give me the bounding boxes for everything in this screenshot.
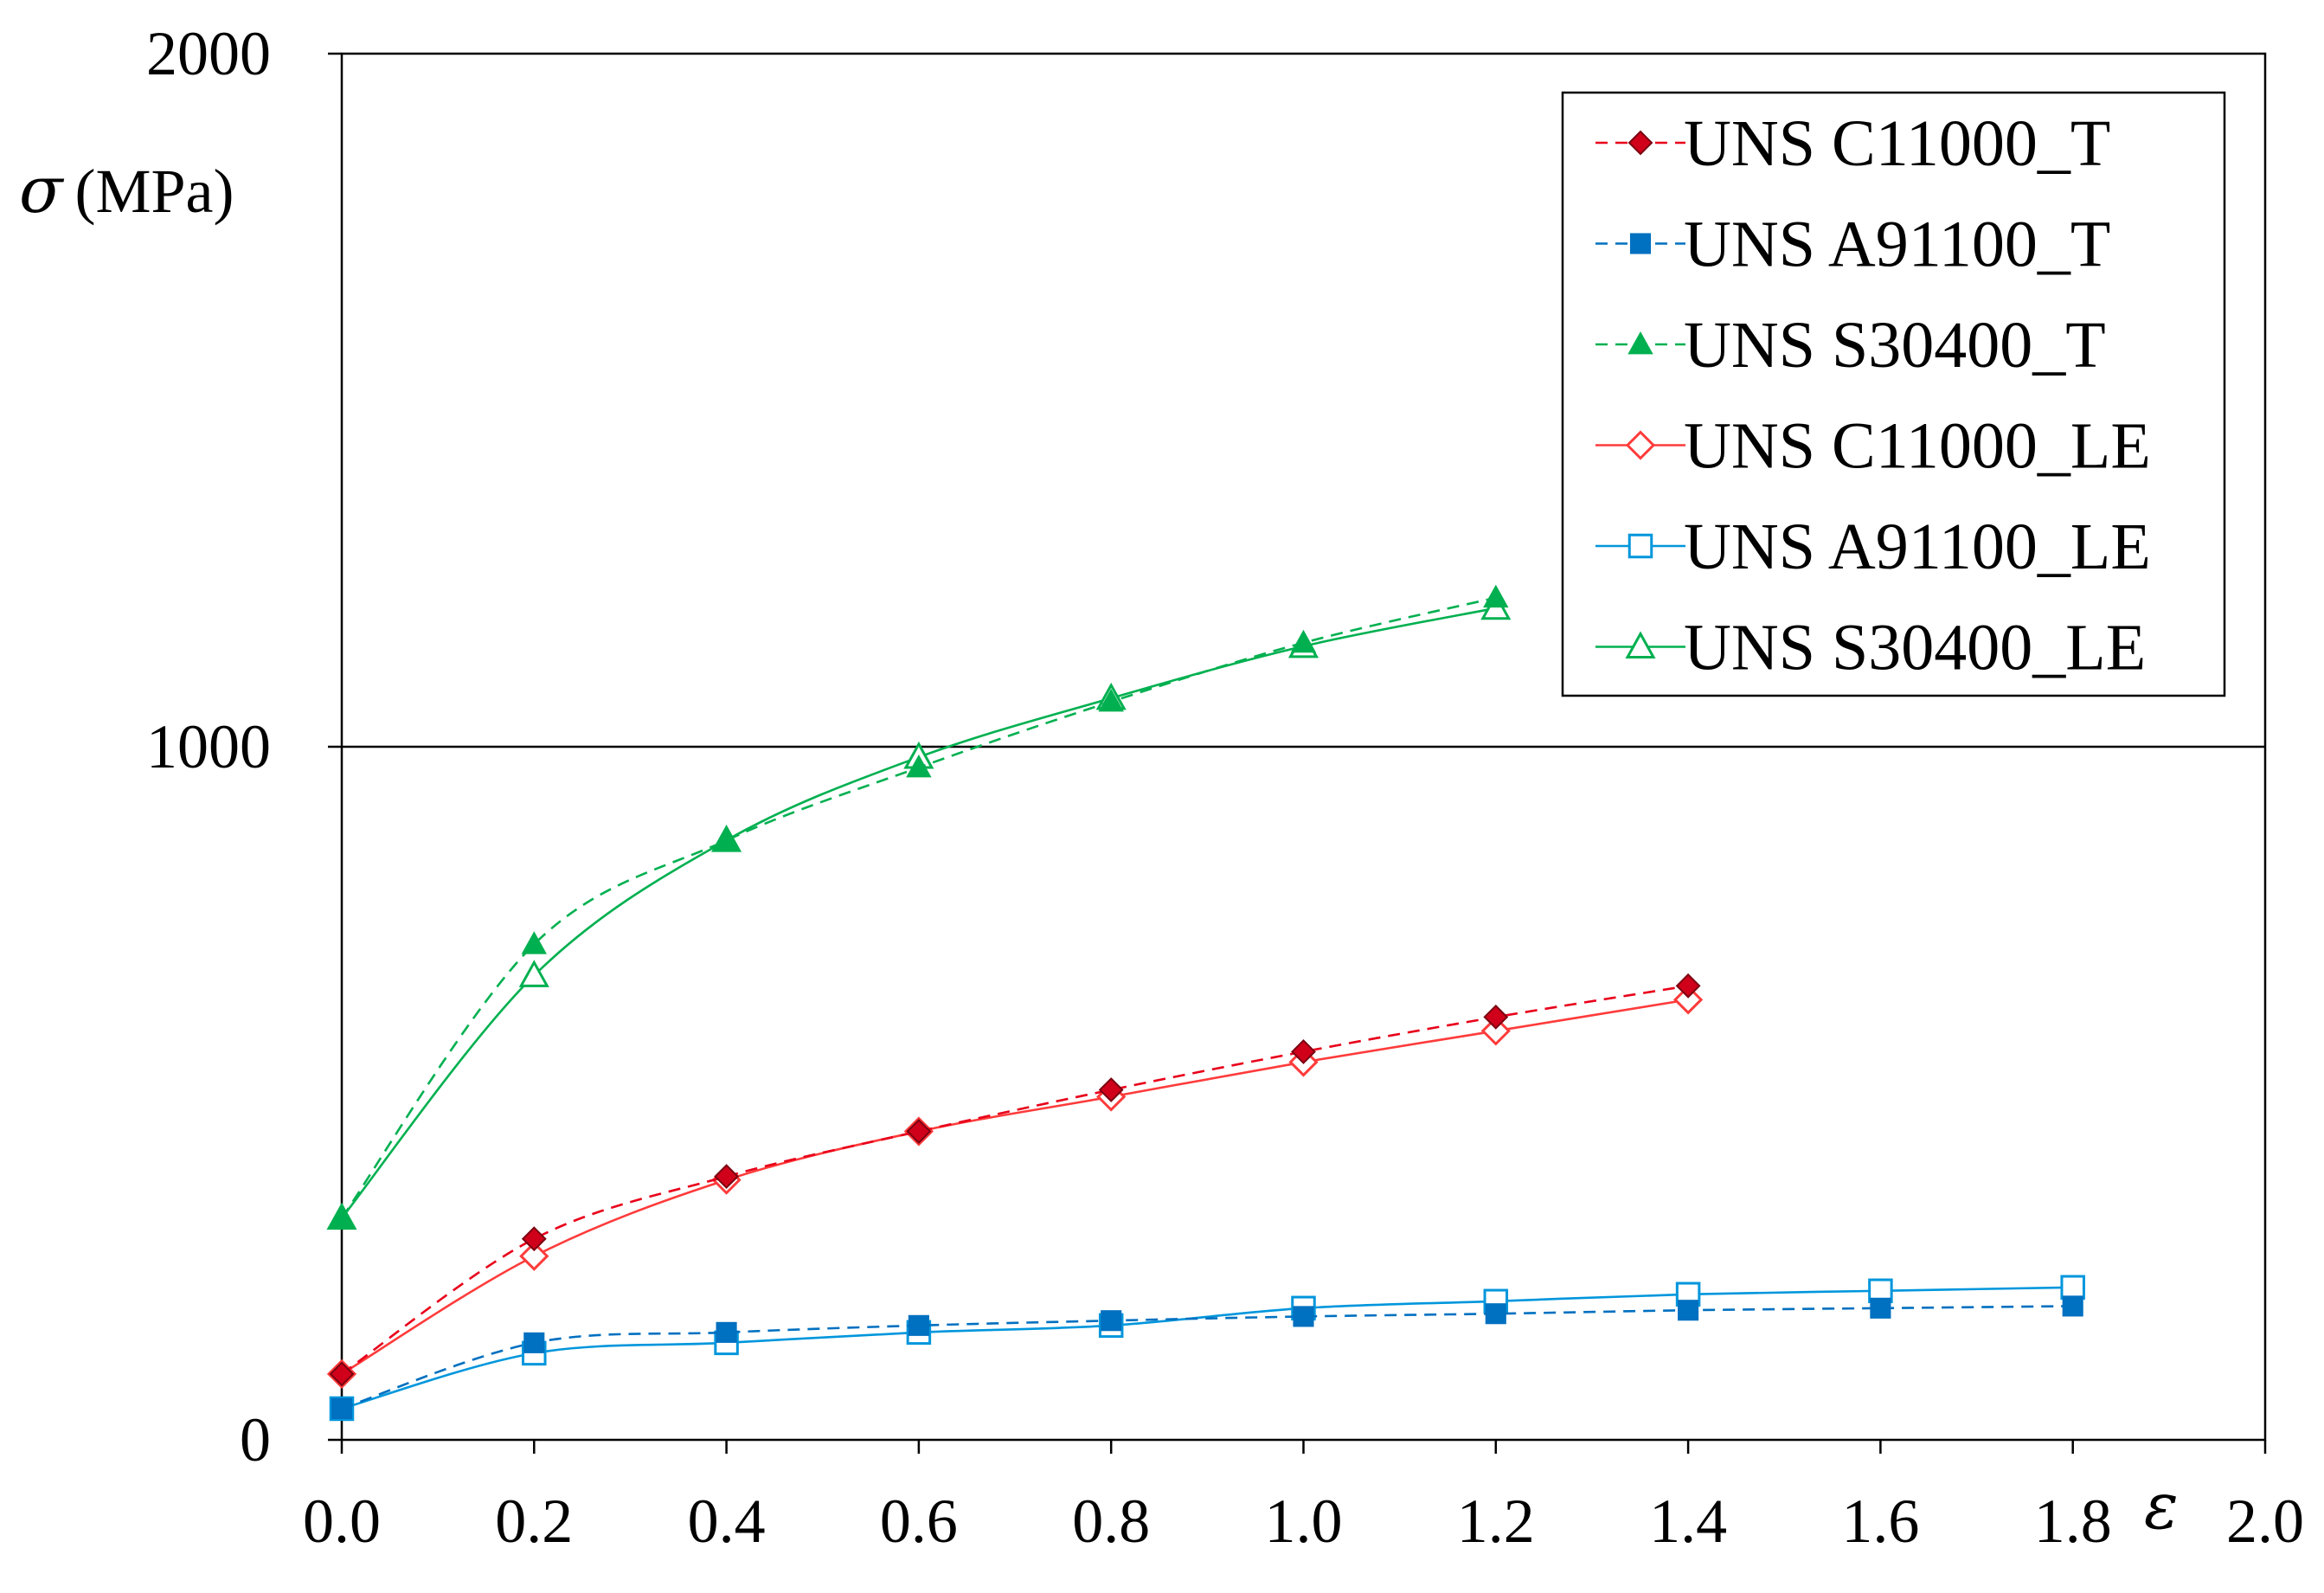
- data-point: [518, 960, 549, 987]
- series-4: [329, 1275, 2085, 1422]
- data-point: [331, 1397, 353, 1420]
- x-tick-label: 0.0: [303, 1487, 381, 1556]
- data-point: [713, 827, 740, 851]
- series-line: [341, 985, 1689, 1375]
- x-tick-label: 1.4: [1649, 1487, 1727, 1556]
- legend-label: UNS A91100_LE: [1684, 511, 2151, 583]
- data-point: [1293, 1306, 1314, 1327]
- series-2: [329, 584, 1509, 1229]
- y-axis-unit: (MPa): [75, 157, 234, 226]
- data-point: [329, 1204, 355, 1229]
- x-tick-label: 1.2: [1457, 1487, 1535, 1556]
- data-point: [519, 1241, 549, 1271]
- data-point: [1675, 973, 1701, 999]
- legend-swatch-marker: [1627, 331, 1653, 355]
- series-line: [341, 1286, 2073, 1410]
- legend-item: UNS S30400_LE: [1595, 612, 2146, 684]
- x-tick-label: 1.6: [1841, 1487, 1919, 1556]
- data-point: [1483, 1004, 1509, 1030]
- data-point: [908, 1314, 929, 1336]
- data-point: [1291, 1039, 1316, 1064]
- legend-item: UNS S30400_T: [1595, 309, 2106, 382]
- data-point: [1485, 1303, 1506, 1325]
- y-tick-label: 0: [240, 1405, 271, 1474]
- legend-item: UNS C11000_LE: [1595, 410, 2151, 483]
- data-point: [2060, 1275, 2085, 1301]
- data-point: [523, 1332, 545, 1353]
- legend-swatch-marker: [1625, 430, 1656, 460]
- x-tick-label: 0.2: [495, 1487, 573, 1556]
- series-line: [341, 999, 1689, 1376]
- legend-item: UNS A91100_T: [1595, 209, 2110, 281]
- x-tick-label: 0.6: [880, 1487, 958, 1556]
- series-0: [329, 973, 1701, 1387]
- legend-swatch-marker: [1625, 631, 1656, 658]
- data-point: [716, 1321, 737, 1343]
- series-3: [326, 985, 1704, 1390]
- legend: UNS C11000_T UNS A91100_T UNS S30400_T UNS …: [1561, 91, 2226, 697]
- legend-label: UNS A91100_T: [1684, 209, 2110, 281]
- data-point: [1290, 629, 1317, 653]
- data-point: [1672, 985, 1704, 1015]
- y-tick-label: 2000: [146, 19, 271, 88]
- legend-label: UNS S30400_T: [1684, 309, 2106, 382]
- data-point: [521, 1226, 547, 1252]
- x-axis-ticks: 0.0 0.2 0.4 0.6 0.8 1.0 1.2 1.4 1.6 1.8 2.0: [303, 1440, 2304, 1556]
- legend-label: UNS C11000_T: [1684, 107, 2110, 180]
- x-tick-label: 0.8: [1072, 1487, 1150, 1556]
- series-line: [341, 1305, 2073, 1410]
- data-point: [1480, 1016, 1511, 1046]
- data-point: [1870, 1297, 1891, 1319]
- data-point: [2062, 1295, 2083, 1317]
- data-point: [906, 754, 932, 778]
- data-point: [1098, 688, 1124, 712]
- series-layer: [326, 584, 2085, 1422]
- y-tick-label: 1000: [146, 712, 271, 781]
- legend-swatch-marker: [1627, 130, 1653, 156]
- legend-label: UNS S30400_LE: [1684, 612, 2146, 684]
- series-1: [331, 1295, 2083, 1420]
- y-axis-ticks: 0 1000 2000: [146, 19, 342, 1474]
- x-tick-label: 1.8: [2034, 1487, 2112, 1556]
- data-point: [329, 1361, 355, 1387]
- x-tick-label: 2.0: [2226, 1487, 2304, 1556]
- y-axis-symbol: σ: [19, 153, 65, 228]
- legend-swatch-marker: [1629, 233, 1652, 254]
- y-axis-title: σ (MPa): [19, 153, 234, 228]
- data-point: [1098, 1077, 1124, 1102]
- x-tick-label: 1.0: [1265, 1487, 1343, 1556]
- data-point: [714, 1164, 740, 1190]
- legend-item: UNS A91100_LE: [1595, 511, 2151, 583]
- data-point: [1483, 584, 1509, 608]
- legend-swatch-marker: [1627, 533, 1653, 559]
- data-point: [521, 931, 547, 954]
- data-point: [906, 1119, 932, 1144]
- data-point: [1678, 1300, 1699, 1321]
- x-tick-label: 0.4: [688, 1487, 766, 1556]
- legend-item: UNS C11000_T: [1595, 107, 2110, 180]
- legend-label: UNS C11000_LE: [1684, 410, 2151, 483]
- legend-box: [1561, 91, 2226, 697]
- x-axis-title: ε: [2144, 1469, 2179, 1544]
- data-point: [1101, 1310, 1122, 1332]
